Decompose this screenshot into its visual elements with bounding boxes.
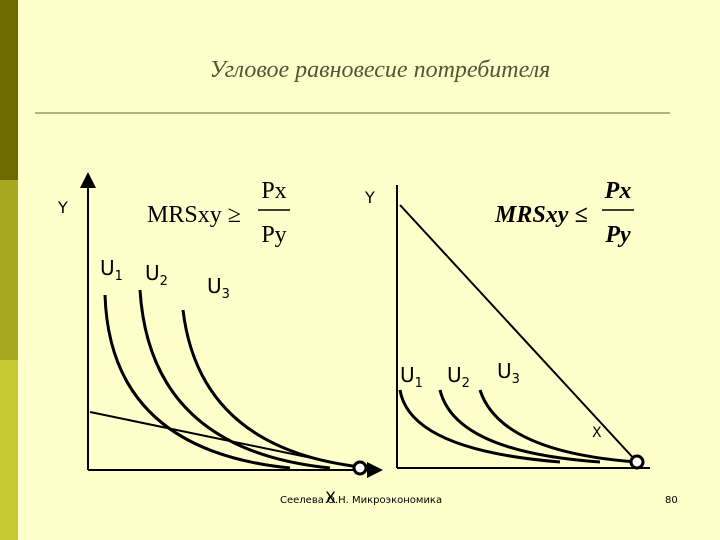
curve-label: U3: [207, 274, 230, 302]
curve-label: U2: [145, 261, 168, 289]
indifference-curve: [138, 289, 331, 470]
x-label: X: [325, 488, 336, 507]
left-panel: Y MRSxy ≥ Px Py X U1 U2 U3: [57, 172, 383, 507]
budget-line: [89, 411, 361, 469]
curve-label: U3: [497, 359, 520, 387]
curve-subscript: 3: [222, 287, 230, 302]
curve-subscript: 2: [160, 274, 168, 289]
curve-letter: U: [400, 363, 415, 387]
equilibrium-point: [629, 454, 645, 470]
curve-letter: U: [145, 261, 160, 285]
curve-subscript: 1: [415, 376, 423, 391]
curve-letter: U: [447, 363, 462, 387]
side-bar: [0, 360, 18, 540]
curve-label: U1: [400, 363, 423, 391]
indifference-curve: [103, 294, 291, 470]
curve-letter: U: [207, 274, 222, 298]
equilibrium-point: [352, 460, 368, 476]
curve-subscript: 2: [462, 376, 470, 391]
formula: MRSxy ≥: [147, 202, 241, 228]
formula-denominator: Py: [604, 222, 631, 248]
formula-numerator: Px: [261, 178, 286, 204]
curve-letter: U: [497, 359, 512, 383]
formula: MRSxy ≤: [494, 202, 588, 228]
indifference-curve: [478, 389, 638, 464]
curve-letter: U: [100, 256, 115, 280]
footer-author: Сеелева О.Н. Микроэкономика: [280, 495, 442, 506]
indifference-curve: [438, 389, 601, 464]
title: Угловое равновесие потребителя: [210, 57, 551, 83]
indifference-curve: [398, 389, 561, 464]
formula-denominator: Py: [261, 222, 286, 248]
y-label: Y: [364, 188, 375, 207]
curve-subscript: 1: [115, 269, 123, 284]
x-label: X: [592, 425, 602, 441]
curve-label: U2: [447, 363, 470, 391]
curve-label: U1: [100, 256, 123, 284]
curve-subscript: 3: [512, 372, 520, 387]
formula-numerator: Px: [604, 178, 632, 204]
side-bar: [0, 0, 18, 180]
y-label: Y: [57, 198, 68, 217]
page-number: 80: [665, 495, 678, 506]
budget-line: [399, 204, 638, 463]
side-bar: [0, 180, 18, 360]
